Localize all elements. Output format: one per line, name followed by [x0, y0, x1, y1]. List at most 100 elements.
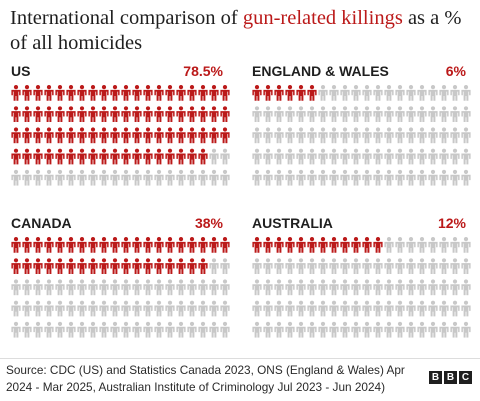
person-icon-empty [329, 127, 339, 144]
person-icon-filled [22, 237, 32, 253]
person-icon-empty [22, 300, 32, 317]
person-icon-filled [132, 258, 142, 274]
person-icon-empty [209, 321, 219, 338]
person-icon-empty [395, 85, 405, 101]
person-icon-filled [22, 258, 32, 274]
person-icon-filled [110, 85, 120, 101]
person-icon-empty [461, 148, 471, 165]
person-icon-empty [395, 237, 405, 253]
person-icon-empty [406, 148, 416, 165]
person-icon-filled [318, 237, 328, 253]
person-icon-empty [373, 258, 383, 274]
person-icon-filled [187, 85, 197, 101]
logo-letter: B [429, 371, 442, 384]
person-icon-empty [209, 258, 219, 274]
person-icon-empty [77, 300, 87, 317]
pictogram-england-wales [252, 85, 471, 186]
person-icon-filled [121, 148, 131, 165]
person-icon-empty [362, 106, 372, 122]
person-icon-empty [143, 300, 153, 317]
person-icon-empty [329, 258, 339, 274]
person-icon-empty [417, 85, 427, 101]
person-icon-empty [285, 106, 295, 122]
person-icon-filled [66, 237, 76, 253]
person-icon-filled [176, 85, 186, 101]
person-icon-filled [11, 258, 21, 274]
person-icon-empty [263, 321, 273, 338]
person-icon-empty [11, 279, 21, 296]
person-icon-empty [132, 321, 142, 338]
person-icon-empty [384, 300, 394, 317]
person-icon-filled [143, 127, 153, 144]
person-icon-empty [307, 148, 317, 165]
person-icon-empty [373, 106, 383, 122]
person-icon-empty [450, 237, 460, 253]
pictogram-canada [11, 237, 230, 338]
person-icon-empty [329, 279, 339, 296]
person-icon-empty [143, 321, 153, 338]
person-icon-empty [439, 85, 449, 101]
person-icon-empty [66, 169, 76, 186]
person-icon-empty [395, 300, 405, 317]
person-icon-empty [329, 321, 339, 338]
person-icon-empty [439, 148, 449, 165]
person-icon-empty [274, 127, 284, 144]
person-icon-filled [263, 237, 273, 253]
person-icon-empty [362, 321, 372, 338]
person-icon-empty [417, 106, 427, 122]
person-icon-empty [384, 127, 394, 144]
person-icon-empty [274, 321, 284, 338]
person-icon-filled [55, 258, 65, 274]
person-icon-empty [110, 169, 120, 186]
person-icon-empty [252, 321, 262, 338]
person-icon-empty [44, 321, 54, 338]
person-icon-empty [417, 127, 427, 144]
person-icon-filled [220, 85, 230, 101]
person-icon-empty [318, 300, 328, 317]
person-icon-empty [296, 169, 306, 186]
person-icon-empty [285, 127, 295, 144]
person-icon-empty [362, 279, 372, 296]
person-icon-filled [110, 148, 120, 165]
person-icon-empty [439, 127, 449, 144]
person-icon-empty [176, 169, 186, 186]
title-highlight: gun-related killings [242, 7, 403, 29]
person-icon-empty [450, 148, 460, 165]
person-icon-filled [340, 237, 350, 253]
person-icon-empty [351, 279, 361, 296]
person-icon-empty [296, 279, 306, 296]
person-icon-filled [176, 148, 186, 165]
person-icon-empty [274, 300, 284, 317]
person-icon-empty [11, 300, 21, 317]
person-icon-filled [209, 127, 219, 144]
person-icon-empty [88, 279, 98, 296]
person-icon-filled [33, 106, 43, 122]
person-icon-empty [351, 258, 361, 274]
person-icon-filled [187, 106, 197, 122]
person-icon-filled [252, 85, 262, 101]
person-icon-empty [274, 106, 284, 122]
person-icon-filled [209, 85, 219, 101]
logo-letter: C [459, 371, 472, 384]
person-icon-filled [329, 237, 339, 253]
person-icon-filled [88, 148, 98, 165]
person-icon-empty [165, 169, 175, 186]
person-icon-empty [285, 321, 295, 338]
person-icon-filled [296, 237, 306, 253]
person-icon-filled [44, 258, 54, 274]
title-text: International comparison of [10, 7, 243, 29]
person-icon-filled [198, 127, 208, 144]
person-icon-empty [33, 300, 43, 317]
person-icon-empty [220, 148, 230, 165]
person-icon-empty [44, 279, 54, 296]
person-icon-filled [11, 237, 21, 253]
person-icon-empty [252, 300, 262, 317]
person-icon-empty [187, 169, 197, 186]
person-icon-filled [33, 127, 43, 144]
person-icon-empty [154, 321, 164, 338]
person-icon-empty [274, 169, 284, 186]
person-icon-empty [428, 85, 438, 101]
person-icon-empty [154, 300, 164, 317]
person-icon-filled [165, 127, 175, 144]
person-icon-filled [198, 85, 208, 101]
